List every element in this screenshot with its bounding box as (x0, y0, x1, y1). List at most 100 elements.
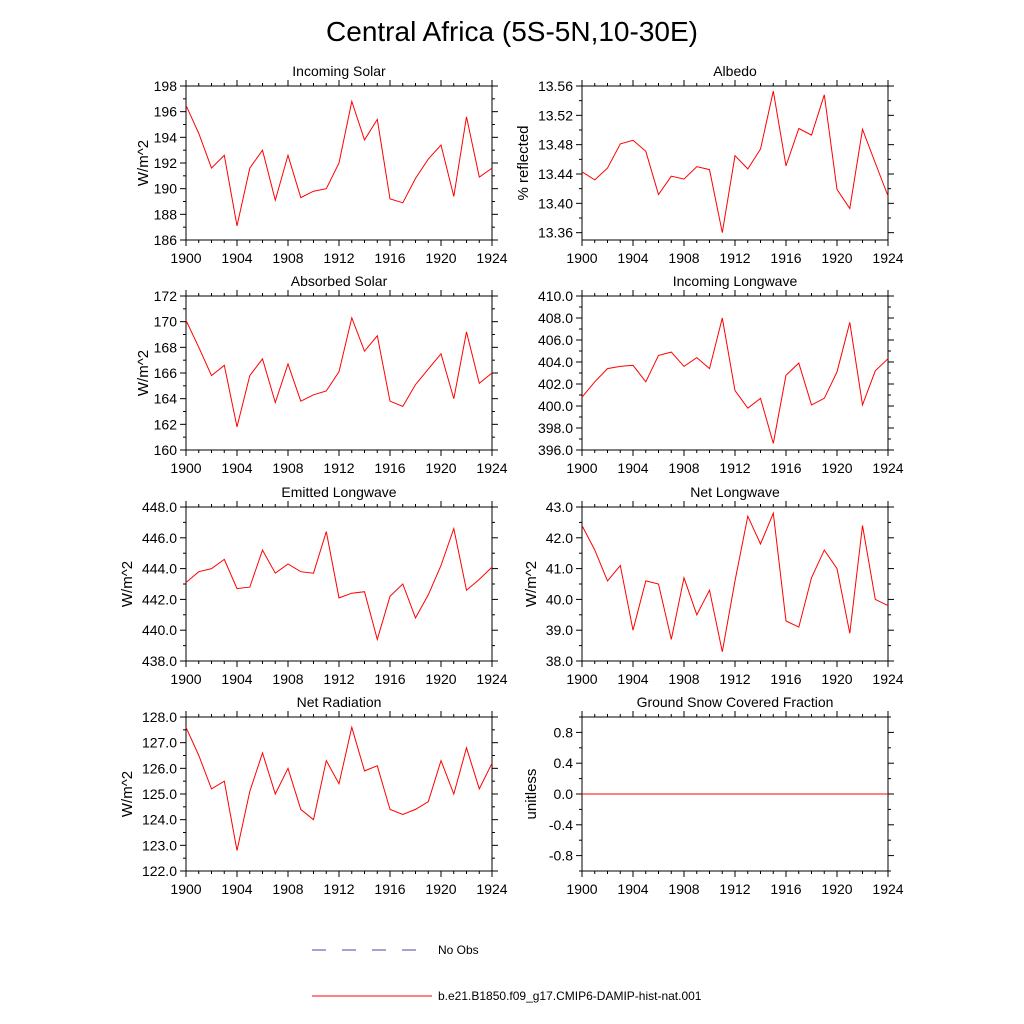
panel-albedo: 1900 1904 1908 1912 1916 1920 1924 13.36 13.40 13… (515, 63, 904, 266)
y-tick-label: 444.0 (142, 561, 177, 577)
y-tick-label: 398.0 (538, 420, 573, 436)
y-axis-label: W/m^2 (135, 350, 152, 396)
y-tick-label: 13.48 (538, 137, 573, 153)
x-tick-label: 1920 (425, 460, 456, 476)
x-tick-label: 1900 (566, 881, 597, 897)
x-tick-label: 1908 (272, 460, 303, 476)
panel-net-longwave: 1900 1904 1908 1912 1916 1920 1924 38.0 39.0 40.0… (523, 484, 904, 687)
x-tick-label: 1908 (272, 671, 303, 687)
x-tick-label: 1920 (821, 250, 852, 266)
y-tick-label: 408.0 (538, 310, 573, 326)
y-tick-label: 404.0 (538, 354, 573, 370)
y-tick-label: 438.0 (142, 653, 177, 669)
x-tick-label: 1916 (770, 671, 801, 687)
y-tick-label: 39.0 (546, 622, 573, 638)
legend-model-label: b.e21.B1850.f09_g17.CMIP6-DAMIP-hist-nat… (438, 989, 702, 1003)
x-tick-label: 1920 (425, 671, 456, 687)
x-tick-label: 1900 (566, 460, 597, 476)
x-tick-label: 1908 (668, 671, 699, 687)
x-tick-label: 1920 (821, 671, 852, 687)
panel-title: Albedo (713, 63, 757, 79)
y-tick-label: 128.0 (142, 709, 177, 725)
x-tick-label: 1912 (323, 460, 354, 476)
x-tick-label: 1916 (374, 671, 405, 687)
x-tick-label: 1908 (272, 881, 303, 897)
plot-frame (185, 716, 493, 872)
x-tick-label: 1920 (425, 881, 456, 897)
panel-title: Absorbed Solar (291, 273, 388, 289)
y-axis-label: W/m^2 (523, 561, 540, 607)
y-tick-label: 446.0 (142, 530, 177, 546)
x-tick-label: 1916 (374, 881, 405, 897)
plot-frame (581, 85, 889, 241)
y-tick-label: 164 (154, 391, 178, 407)
panel-title: Incoming Solar (292, 63, 386, 79)
series-line (185, 725, 493, 851)
series-line (581, 90, 889, 233)
panel-net-radiation: 1900 1904 1908 1912 1916 1920 1924 122.0 123.0 12… (119, 694, 508, 897)
panel-incoming-longwave: 1900 1904 1908 1912 1916 1920 1924 396.0 398.0 40… (538, 273, 904, 476)
y-tick-label: 196 (154, 104, 178, 120)
x-tick-label: 1912 (323, 671, 354, 687)
y-tick-label: 400.0 (538, 398, 573, 414)
series-line (581, 317, 889, 444)
x-tick-label: 1908 (668, 250, 699, 266)
plot-frame (581, 295, 889, 451)
y-tick-label: 127.0 (142, 735, 177, 751)
y-tick-label: 126.0 (142, 760, 177, 776)
x-tick-label: 1924 (872, 250, 903, 266)
y-tick-label: 192 (154, 155, 178, 171)
y-tick-label: 166 (154, 365, 178, 381)
y-tick-label: 122.0 (142, 863, 177, 879)
y-tick-label: -0.4 (549, 817, 573, 833)
y-tick-label: 123.0 (142, 837, 177, 853)
y-tick-label: 440.0 (142, 622, 177, 638)
series-line (185, 99, 493, 227)
y-tick-label: 402.0 (538, 376, 573, 392)
plot-frame (581, 506, 889, 662)
x-tick-label: 1900 (170, 671, 201, 687)
x-tick-label: 1916 (770, 460, 801, 476)
x-tick-label: 1904 (617, 881, 648, 897)
y-axis-label: W/m^2 (119, 771, 136, 817)
panel-emitted-longwave: 1900 1904 1908 1912 1916 1920 1924 438.0 440.0 44… (119, 484, 508, 687)
x-tick-label: 1912 (323, 881, 354, 897)
x-tick-label: 1904 (617, 460, 648, 476)
legend-obs-label: No Obs (438, 943, 479, 957)
y-tick-label: 13.44 (538, 166, 573, 182)
panel-title: Net Longwave (690, 484, 780, 500)
y-tick-label: 38.0 (546, 653, 573, 669)
plot-frame (185, 506, 493, 662)
x-tick-label: 1904 (617, 671, 648, 687)
x-tick-label: 1916 (374, 250, 405, 266)
x-tick-label: 1920 (821, 460, 852, 476)
x-tick-label: 1904 (221, 250, 252, 266)
y-tick-label: 162 (154, 416, 178, 432)
x-tick-label: 1900 (170, 460, 201, 476)
x-tick-label: 1900 (170, 250, 201, 266)
x-tick-label: 1916 (770, 881, 801, 897)
x-tick-label: 1904 (221, 671, 252, 687)
x-tick-label: 1908 (668, 460, 699, 476)
y-tick-label: 396.0 (538, 442, 573, 458)
y-tick-label: 0.8 (554, 724, 574, 740)
panel-absorbed-solar: 1900 1904 1908 1912 1916 1920 1924 160 162 164 166… (135, 273, 508, 476)
y-tick-label: -0.8 (549, 848, 573, 864)
x-tick-label: 1912 (719, 671, 750, 687)
x-tick-label: 1908 (668, 881, 699, 897)
y-tick-label: 13.40 (538, 195, 573, 211)
y-tick-label: 410.0 (538, 288, 573, 304)
y-tick-label: 188 (154, 206, 178, 222)
y-tick-label: 172 (154, 288, 178, 304)
y-tick-label: 13.36 (538, 225, 573, 241)
figure-title: Central Africa (5S-5N,10-30E) (326, 16, 698, 47)
panel-title: Emitted Longwave (281, 484, 396, 500)
legend: No Obs b.e21.B1850.f09_g17.CMIP6-DAMIP-h… (312, 943, 702, 1003)
y-tick-label: 168 (154, 339, 178, 355)
y-axis-label: % reflected (515, 125, 532, 200)
x-tick-label: 1900 (566, 671, 597, 687)
y-tick-label: 13.52 (538, 107, 573, 123)
x-tick-label: 1916 (374, 460, 405, 476)
panel-title: Net Radiation (297, 694, 382, 710)
